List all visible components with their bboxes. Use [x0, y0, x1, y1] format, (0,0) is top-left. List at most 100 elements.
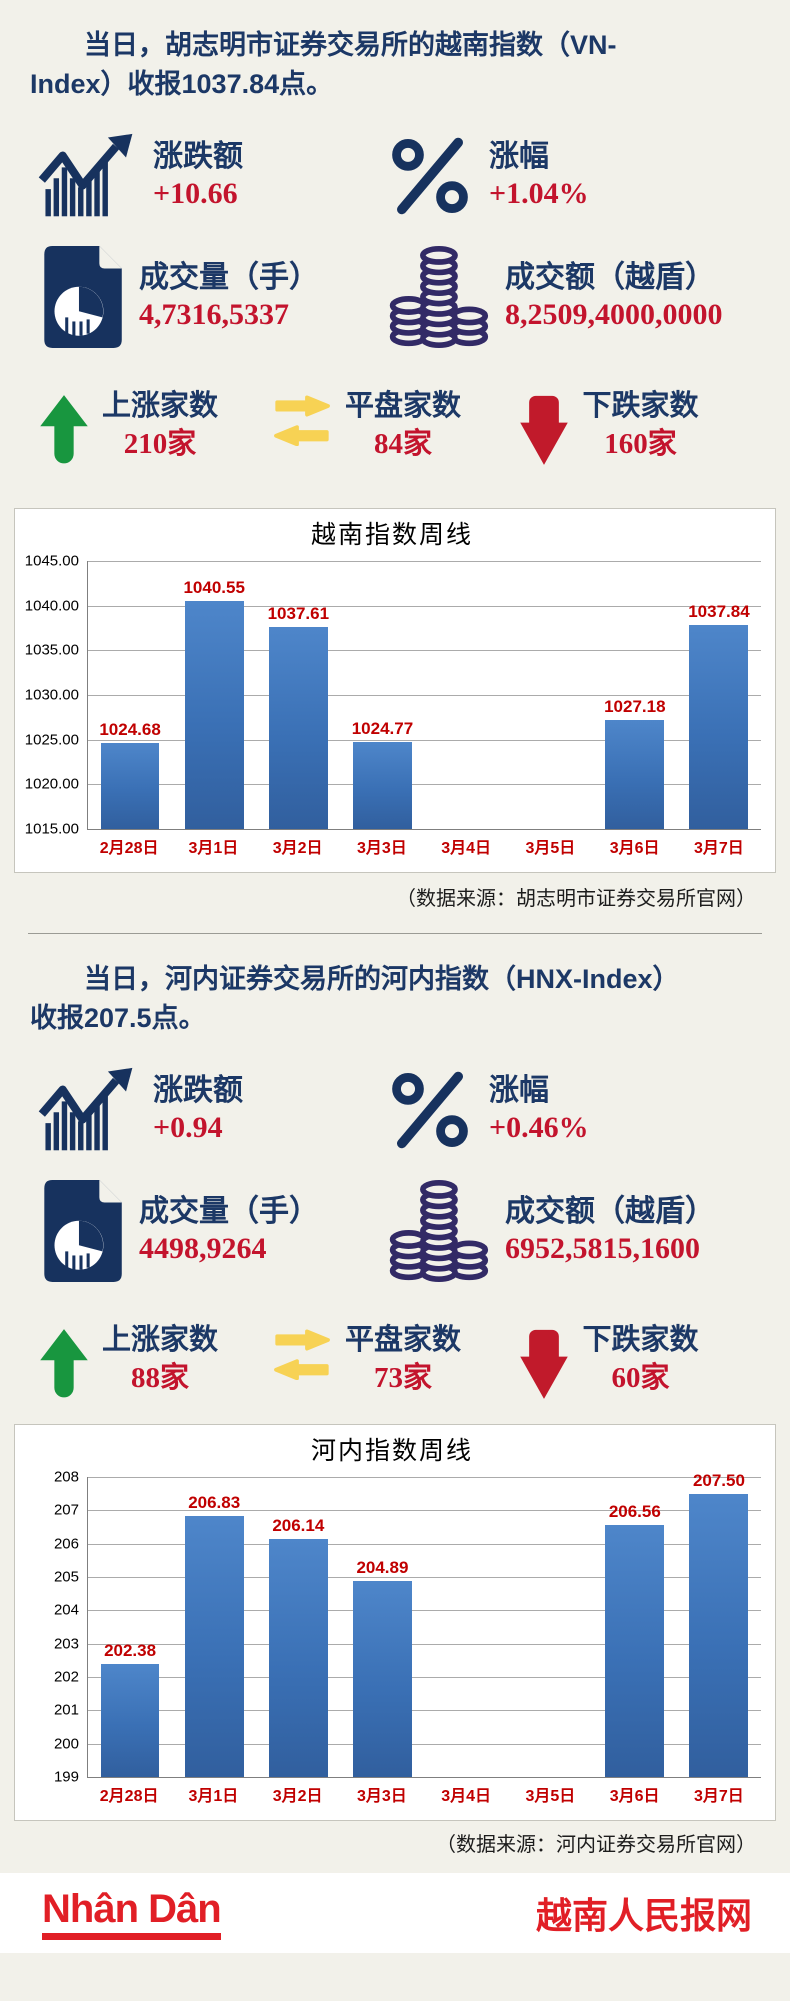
bar-slot [425, 561, 509, 829]
grid-line [88, 1677, 761, 1678]
stat-value: 4498,9264 [139, 1232, 267, 1265]
x-tick-label: 3月2日 [272, 1788, 323, 1805]
bar-slot [509, 561, 593, 829]
grid-line [88, 1477, 761, 1478]
bar [352, 741, 412, 829]
bar [605, 1525, 665, 1777]
stat-label: 涨跌额 [153, 1074, 243, 1107]
bar [100, 742, 160, 829]
y-tick-label: 1030.00 [24, 686, 79, 704]
stat-value: 8,2509,4000,0000 [505, 298, 723, 331]
stat-value: +10.66 [153, 177, 238, 210]
bar-slot: 204.89 [340, 1477, 424, 1777]
stat-label: 成交额（越盾） [505, 261, 715, 294]
grid-line [88, 1577, 761, 1578]
plot-area: 1024.68 1040.55 1037.61 1024.77 1027.18 1037.… [87, 561, 761, 830]
bar-slot: 1037.84 [677, 561, 761, 829]
stat-turnover-hnx: 成交额（越盾） 6952,5815,1600 [386, 1178, 760, 1284]
breadth-advancers-hnx: 上涨家数 88家 [38, 1322, 271, 1402]
grid-line [88, 739, 761, 741]
grid-line [88, 650, 761, 652]
nhandan-logo: Nhân Dân [42, 1887, 222, 1940]
up-arrow-icon [38, 392, 90, 468]
stat-value: +0.46% [489, 1111, 589, 1144]
x-tick-label: 3月2日 [272, 840, 323, 857]
percent-icon [386, 132, 474, 220]
grid-line [88, 695, 761, 696]
breadth-value: 210家 [123, 428, 197, 460]
grid-line [88, 1710, 761, 1712]
section-divider [28, 933, 762, 934]
y-tick-label: 1015.00 [24, 820, 79, 838]
breadth-value: 84家 [373, 428, 432, 460]
stat-label: 涨幅 [489, 140, 549, 173]
breadth-value: 60家 [611, 1362, 670, 1394]
x-tick-label: 3月3日 [356, 840, 407, 857]
stat-change-amount-hnx: 涨跌额 +0.94 [38, 1062, 386, 1158]
y-tick-label: 205 [53, 1568, 79, 1586]
bar [184, 1516, 244, 1777]
chart-panel-vn: 越南指数周线 1045.00 1040.00 1035.00 1030.00 1025.… [14, 508, 776, 873]
x-tick-label: 3月4日 [441, 1788, 492, 1805]
grid-line [88, 1643, 761, 1645]
bar [352, 1580, 412, 1777]
stat-value: 4,7316,5337 [139, 298, 289, 331]
document-pie-icon [38, 244, 124, 350]
stat-change-amount-vn: 涨跌额 +10.66 [38, 128, 386, 224]
bar-value-label: 207.50 [692, 1470, 745, 1490]
y-tick-label: 200 [53, 1735, 79, 1753]
bar-slot: 1040.55 [172, 561, 256, 829]
stat-label: 涨跌额 [153, 140, 243, 173]
breadth-decliners-vn: 下跌家数 160家 [518, 388, 766, 468]
x-axis: 2月28日 3月1日 3月2日 3月3日 3月4日 3月5日 3月6日 3月7日 [87, 830, 761, 860]
x-tick-label: 3月4日 [441, 840, 492, 857]
site-name: 越南人民报网 [535, 1895, 752, 1936]
breadth-advancers-vn: 上涨家数 210家 [38, 388, 271, 468]
bar-slot: 1024.77 [340, 561, 424, 829]
bar-slot: 206.14 [256, 1477, 340, 1777]
bar-value-label: 206.14 [272, 1516, 325, 1535]
stat-label: 成交量（手） [139, 1195, 319, 1228]
stats-grid-vn: 涨跌额 +10.66 涨幅 +1.04% [38, 128, 760, 350]
chart-title: 河内指数周线 [310, 1438, 473, 1465]
bars-layer: 1024.68 1040.55 1037.61 1024.77 1027.18 1037.… [88, 561, 761, 829]
bars-layer: 202.38 206.83 206.14 204.89 206.56 207.50 [88, 1471, 761, 1777]
x-tick-label: 2月28日 [99, 840, 159, 857]
y-axis: 208 207 206 205 204 203 202 201 200 199 [23, 1469, 87, 1786]
section-vn: 当日，胡志明市证券交易所的越南指数（VN-Index）收报1037.84点。 涨… [0, 26, 790, 911]
x-tick-label: 3月5日 [525, 840, 576, 857]
y-tick-label: 204 [53, 1601, 79, 1619]
grid-line [88, 1610, 761, 1612]
stat-label: 成交额（越盾） [505, 1195, 715, 1228]
bar-slot: 206.83 [172, 1477, 256, 1777]
breadth-label: 下跌家数 [582, 390, 699, 422]
bar-value-label: 1027.18 [604, 697, 666, 717]
breadth-row-hnx: 上涨家数 88家 平盘家数 73家 [38, 1322, 766, 1402]
bar-value-label: 1040.55 [183, 577, 245, 597]
stat-volume-vn: 成交量（手） 4,7316,5337 [38, 244, 386, 350]
stat-value: 6952,5815,1600 [505, 1232, 700, 1265]
section-hnx: 当日，河内证券交易所的河内指数（HNX-Index）收报207.5点。 涨跌额 [0, 960, 790, 1857]
y-tick-label: 199 [53, 1768, 79, 1786]
breadth-unchanged-hnx: 平盘家数 73家 [271, 1322, 519, 1402]
bar-slot [509, 1477, 593, 1777]
source-vn: （数据来源：胡志明市证券交易所官网） [396, 888, 756, 910]
breadth-decliners-hnx: 下跌家数 60家 [518, 1322, 766, 1402]
x-tick-label: 3月7日 [693, 1788, 744, 1805]
breadth-label: 平盘家数 [344, 1324, 461, 1356]
bar-value-label: 206.56 [608, 1502, 661, 1522]
grid-line [88, 784, 761, 786]
page-title-vn: 当日，胡志明市证券交易所的越南指数（VN-Index）收报1037.84点。 [30, 30, 617, 99]
grid-line [88, 1743, 761, 1745]
breadth-label: 上涨家数 [102, 390, 219, 422]
grid-line [88, 1510, 761, 1512]
down-arrow-icon [518, 1326, 570, 1402]
stat-change-percent-hnx: 涨幅 +0.46% [386, 1062, 760, 1158]
bar [689, 624, 749, 829]
bar-slot: 1024.68 [88, 561, 172, 829]
y-tick-label: 207 [53, 1501, 79, 1519]
stat-value: +1.04% [489, 177, 589, 210]
grid-line [88, 561, 761, 562]
grid-line [88, 1543, 761, 1545]
y-tick-label: 1040.00 [24, 597, 79, 615]
